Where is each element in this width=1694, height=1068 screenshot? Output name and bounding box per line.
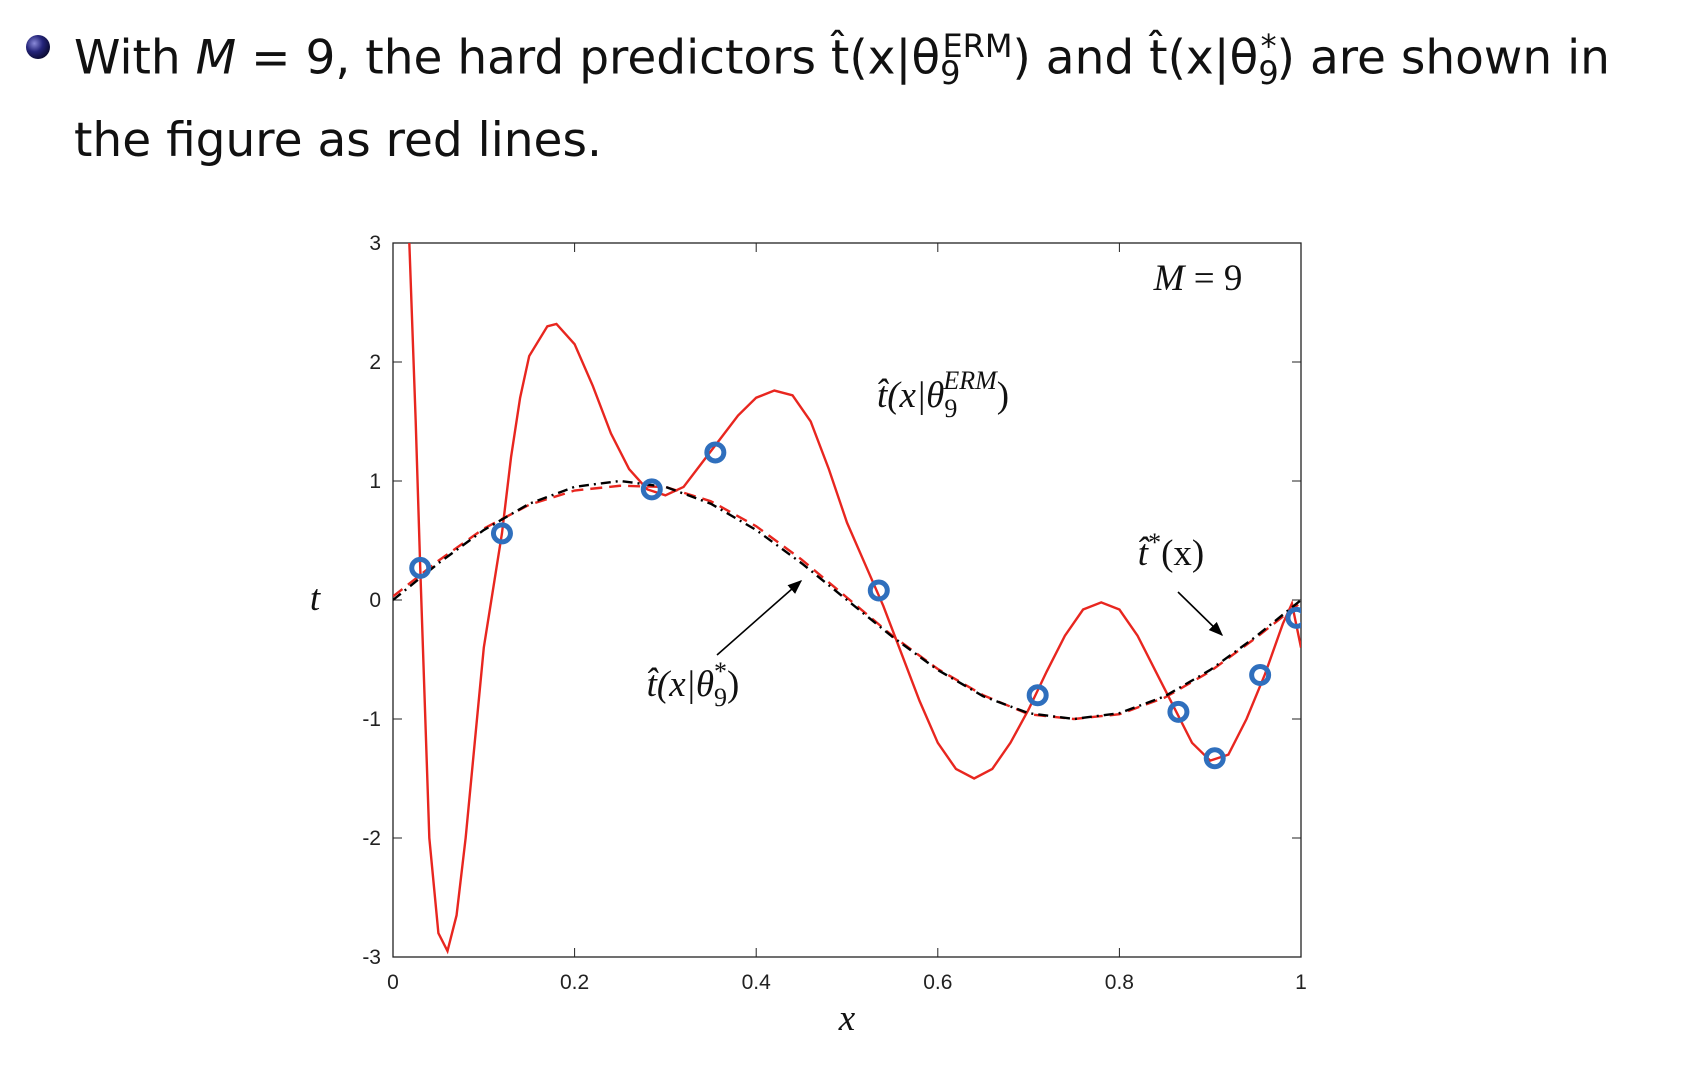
- curve: [408, 243, 1301, 955]
- x-tick-label: 0.6: [923, 971, 952, 994]
- plot-area: [393, 243, 1301, 955]
- text: 9: [1258, 54, 1279, 93]
- y-tick-label: 3: [369, 232, 381, 255]
- x-axis-label: x: [838, 998, 856, 1039]
- data-point: [490, 522, 513, 545]
- y-tick-label: 0: [369, 589, 381, 612]
- data-point: [409, 556, 432, 579]
- text: = 9, the hard predictors: [236, 30, 831, 86]
- annotation-part: t̂(x|θ: [647, 664, 714, 705]
- y-tick-label: -2: [362, 827, 381, 850]
- text: t̂(x|θ: [830, 30, 941, 86]
- y-tick-label: 2: [369, 351, 381, 374]
- annotation: t̂*(x): [1138, 528, 1204, 574]
- x-tick-label: 1: [1295, 971, 1307, 994]
- annotation-part: 9: [714, 683, 727, 712]
- data-point: [1285, 606, 1301, 629]
- y-tick-label: -1: [362, 708, 381, 731]
- curve: [393, 479, 1301, 721]
- text: M: [195, 30, 237, 86]
- text: ERM: [942, 27, 1013, 65]
- data-point: [1167, 700, 1190, 723]
- annotation-part: ): [997, 375, 1009, 416]
- annotation: t̂(x|θ9*): [647, 657, 740, 712]
- bullet-text: With M = 9, the hard predictors t̂(x|θ9E…: [74, 12, 1674, 175]
- text: 9: [940, 54, 961, 93]
- annotation-part: (x): [1161, 533, 1204, 574]
- annotation-part: *: [714, 657, 727, 686]
- annotation-part: M: [1153, 258, 1187, 299]
- text: ) and: [1012, 30, 1150, 86]
- annotation-part: ERM: [942, 366, 998, 395]
- bullet-icon: [26, 35, 50, 59]
- x-tick-label: 0.4: [742, 971, 772, 994]
- data-point: [1026, 684, 1049, 707]
- text: With: [74, 30, 196, 86]
- x-tick-label: 0.8: [1105, 971, 1134, 994]
- text: ) are shown in: [1276, 30, 1610, 86]
- text: *: [1260, 27, 1277, 65]
- data-point: [1203, 747, 1226, 770]
- text: t̂(x|θ: [1149, 30, 1259, 86]
- arrow: [716, 580, 803, 656]
- data-point: [867, 579, 890, 602]
- annotation-part: ): [727, 664, 739, 705]
- annotation-part: t̂(x|θ: [877, 375, 944, 416]
- x-tick-label: 0.2: [560, 971, 589, 994]
- annotation: M = 9: [1153, 258, 1243, 299]
- data-point: [704, 441, 727, 464]
- x-tick-label: 0: [387, 971, 399, 994]
- arrow: [1177, 591, 1224, 637]
- annotation-part: 9: [944, 394, 957, 423]
- y-tick-label: 1: [369, 470, 381, 493]
- annotation-part: t̂: [1138, 533, 1150, 574]
- annotation: t̂(x|θ9ERM): [877, 366, 1009, 423]
- data-point: [1249, 663, 1272, 686]
- y-axis-label: t: [310, 578, 322, 619]
- annotation-part: = 9: [1184, 258, 1242, 299]
- annotation-part: *: [1148, 528, 1161, 557]
- data-point: [640, 478, 663, 501]
- y-tick-label: -3: [362, 946, 381, 969]
- text: the figure as red lines.: [74, 113, 602, 169]
